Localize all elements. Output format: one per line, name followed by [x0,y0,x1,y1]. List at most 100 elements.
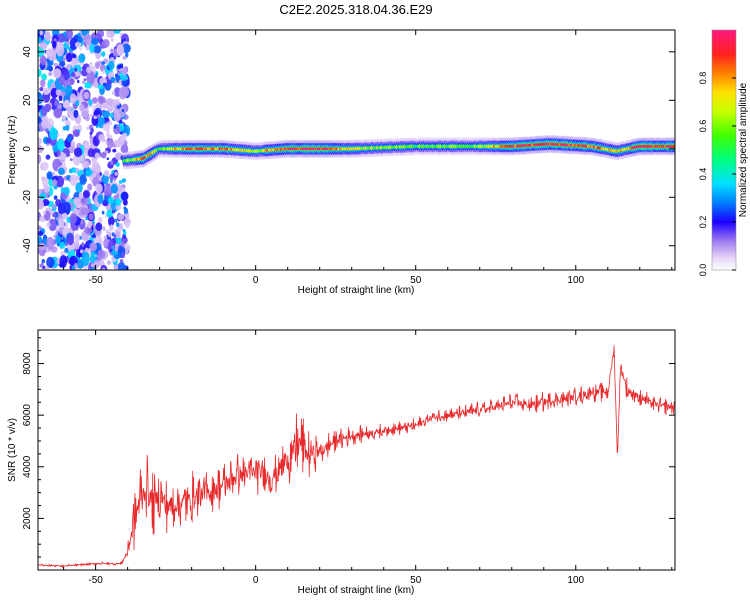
spectrogram-x-tick-label: 50 [410,275,422,286]
noise-blob [100,102,109,110]
noise-blob [65,30,73,40]
noise-blob [38,198,44,210]
noise-blob [114,139,122,148]
noise-blob [114,73,119,78]
noise-blob [90,38,99,46]
snr-x-label: Height of straight line (km) [298,585,415,596]
noise-blob [56,138,65,152]
noise-blob [73,147,83,158]
noise-blob [97,114,101,118]
noise-blob [93,45,102,54]
noise-blob [81,160,90,169]
noise-blob [121,178,127,183]
noise-blob [115,198,121,206]
noise-blob [83,78,87,82]
noise-blob [44,31,51,42]
noise-blob [106,157,110,161]
noise-blob [77,36,83,43]
noise-blob [101,110,111,119]
noise-blob [121,241,125,248]
snr-x-tick-label: 50 [410,575,422,586]
spectrogram-y-label: Frequency (Hz) [7,116,18,185]
noise-blob [120,86,130,97]
noise-blob [92,220,95,224]
noise-blob [110,76,116,83]
noise-blob [38,243,46,251]
spectrogram-y-tick-label: -20 [22,190,33,205]
noise-blob [74,233,80,243]
noise-blob [58,95,63,102]
noise-blob [108,215,115,227]
noise-blob [65,84,73,98]
noise-blob [120,144,129,154]
colorbar-tick-label: 0.8 [698,72,708,85]
noise-blob [121,187,126,192]
noise-blob [65,124,70,131]
noise-blob [79,47,82,51]
noise-blob [110,37,114,42]
noise-blob [90,267,95,270]
noise-blob [42,210,47,215]
noise-blob [53,195,58,200]
noise-blob [125,222,130,229]
noise-blob [107,231,112,238]
noise-blob [63,186,70,196]
noise-blob [117,213,125,221]
snr-y-tick-label: 6000 [22,404,33,427]
snr-x-tick-label: 0 [253,575,259,586]
snr-y-tick-label: 8000 [22,352,33,375]
noise-blob [81,197,86,204]
noise-blob [73,109,79,119]
noise-blob [48,72,53,77]
noise-blob [72,154,81,166]
noise-blob [61,115,67,122]
noise-blob [70,72,76,78]
spectrogram-y-axis: -40 -20 0 20 40 [22,46,675,253]
noise-blob [123,206,127,210]
noise-blob [86,70,95,85]
noise-blob [58,104,63,110]
noise-blob [78,96,83,101]
snr-x-tick-label: -50 [88,575,103,586]
noise-blob [74,241,80,250]
noise-blob [66,233,75,246]
noise-blob [49,60,54,66]
noise-blob [122,228,126,233]
noise-blob [119,120,122,125]
noise-blob [121,252,126,259]
noise-blob [46,156,50,160]
noise-blob [84,226,92,235]
noise-blob [101,51,106,58]
noise-blob [102,267,106,270]
noise-blob [48,218,57,232]
noise-blob [116,44,125,56]
noise-blob [98,235,102,242]
noise-blob [52,40,57,49]
noise-blob [102,82,107,87]
noise-blob [122,43,131,54]
noise-blob [41,73,47,81]
noise-blob [108,120,112,126]
noise-blob [70,243,76,250]
noise-blob [102,38,110,48]
noise-blob [115,237,122,245]
noise-blob [84,115,90,122]
noise-blob [38,36,42,44]
noise-blob [55,89,60,96]
noise-blob [106,209,114,218]
ridge-cell [671,144,675,148]
noise-blob [94,152,100,160]
spectrogram-panel: -50 0 50 100 -40 -20 0 20 40 Height of straight… [7,29,676,296]
noise-blob [90,127,94,134]
noise-blob [65,243,68,247]
noise-blob [106,32,111,38]
noise-blob [74,71,81,77]
noise-blob [39,161,49,171]
noise-blob [82,190,90,199]
noise-blob [59,60,66,67]
spectrogram-y-tick-label: 20 [22,94,33,106]
noise-blob [72,168,77,174]
spectrogram-x-tick-label: 0 [253,275,259,286]
noise-blob [89,242,98,252]
